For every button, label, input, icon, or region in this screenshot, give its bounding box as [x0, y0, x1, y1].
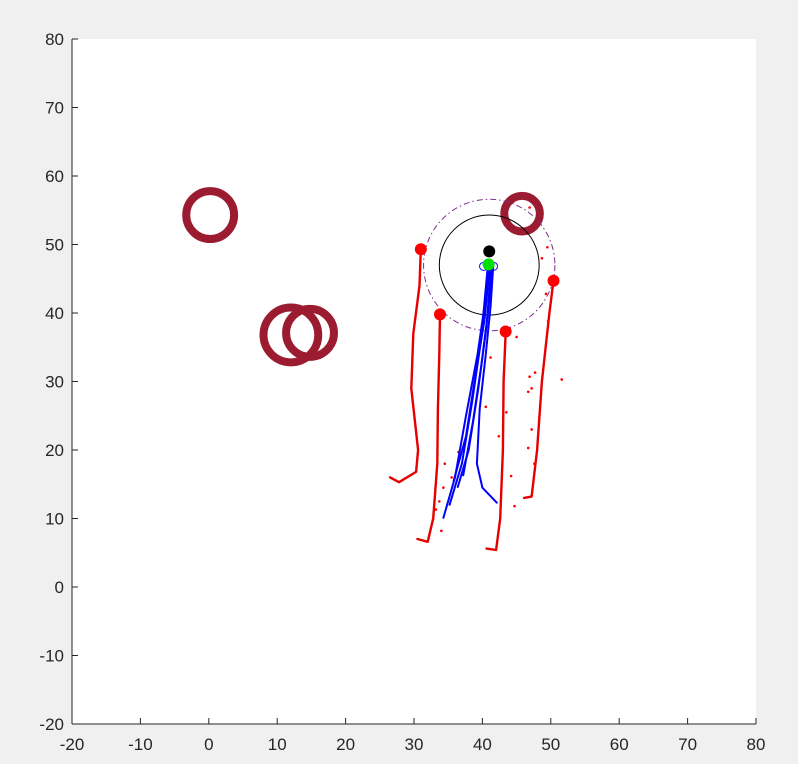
- scatter-dot-23: [560, 378, 564, 381]
- leader-goal-marker: [482, 258, 495, 271]
- scatter-dot-15: [515, 335, 518, 339]
- y-tick-label: 10: [45, 510, 64, 529]
- y-tick-label: 70: [45, 99, 64, 118]
- scatter-dot-4: [442, 486, 445, 489]
- scatter-dot-27: [546, 245, 549, 249]
- obstacle-ring-4: [500, 191, 544, 236]
- scatter-dot-25: [544, 292, 548, 296]
- scatter-dot-17: [526, 446, 530, 450]
- scatter-dot-13: [509, 474, 513, 478]
- swarm-path-5: [462, 264, 494, 477]
- x-tick-label: -20: [60, 735, 85, 754]
- agent-marker-1: [414, 243, 427, 256]
- scatter-dot-8: [440, 529, 443, 533]
- swarm-path-3: [452, 264, 491, 482]
- scatter-dot-9: [489, 356, 492, 359]
- scatter-dot-19: [526, 390, 530, 394]
- scatter-dot-26: [540, 256, 544, 260]
- scatter-dot-18: [530, 428, 533, 431]
- scatter-dot-21: [528, 375, 531, 379]
- scatter-dot-14: [513, 504, 516, 508]
- scatter-dot-12: [505, 411, 508, 414]
- x-tick-label: 20: [336, 735, 355, 754]
- y-tick-label: -20: [39, 715, 64, 734]
- scatter-dot-3: [450, 476, 453, 479]
- plot-marks: [182, 187, 564, 552]
- scatter-dot-7: [431, 517, 435, 520]
- leader-marker: [483, 245, 496, 258]
- y-tick-label: 40: [45, 304, 64, 323]
- obstacle-ring-1: [182, 187, 239, 244]
- x-tick-label: 0: [204, 735, 213, 754]
- agent-path-2: [416, 313, 442, 543]
- x-tick-label: 50: [541, 735, 560, 754]
- y-tick-label: -10: [39, 647, 64, 666]
- scatter-dot-16: [533, 462, 536, 466]
- y-tick-label: 80: [45, 30, 64, 49]
- x-tick-label: 80: [747, 735, 766, 754]
- scatter-dot-6: [434, 508, 438, 511]
- x-tick-label: 70: [678, 735, 697, 754]
- scatter-dot-20: [530, 387, 533, 390]
- safety-circle: [423, 198, 556, 332]
- scatter-dot-28: [528, 206, 531, 209]
- agent-marker-4: [547, 274, 560, 287]
- agent-path-1: [388, 248, 422, 484]
- axes: -20 -10 0 10 20 30 40 50 60 70 80 -20 -10 0 10 20 30 40 50…: [39, 30, 765, 754]
- x-tick-label: -10: [128, 735, 153, 754]
- scatter-dot-10: [484, 405, 488, 409]
- agent-marker-2: [433, 308, 446, 321]
- obstacle-ring-2: [259, 303, 323, 367]
- plot-area: [72, 39, 756, 724]
- scatter-dot-11: [497, 435, 501, 438]
- x-tick-label: 40: [473, 735, 492, 754]
- scatter-dot-24: [546, 319, 550, 323]
- y-tick-label: 0: [55, 578, 64, 597]
- obstacle-ring-3: [282, 304, 338, 361]
- swarm-path-6: [475, 264, 498, 504]
- x-tick-label: 10: [268, 735, 287, 754]
- y-tick-label: 60: [45, 167, 64, 186]
- y-tick-label: 30: [45, 373, 64, 392]
- scatter-dot-5: [438, 500, 441, 503]
- scatter-dot-1: [443, 462, 447, 466]
- x-tick-label: 60: [610, 735, 629, 754]
- scatter-dot-22: [533, 371, 537, 374]
- agent-path-3: [485, 330, 507, 552]
- y-tick-label: 50: [45, 236, 64, 255]
- agent-path-4: [522, 279, 555, 500]
- x-tick-label: 30: [405, 735, 424, 754]
- y-tick-label: 20: [45, 441, 64, 460]
- agent-marker-3: [499, 325, 512, 338]
